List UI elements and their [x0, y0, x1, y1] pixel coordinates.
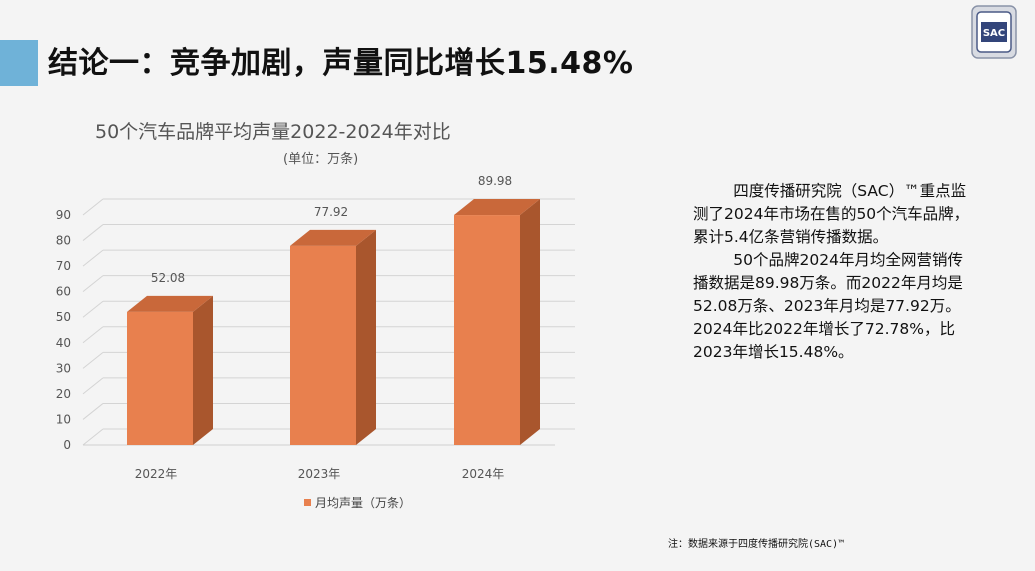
data-label: 52.08: [151, 271, 185, 285]
y-tick-label: 0: [63, 438, 71, 452]
gridline-side: [82, 275, 104, 293]
bar-side-face: [356, 229, 376, 445]
summary-text: 四度传播研究院（SAC）™重点监测了2024年市场在售的50个汽车品牌，累计5.…: [693, 180, 973, 364]
y-tick-label: 60: [56, 285, 71, 299]
chart-subtitle: (单位：万条): [283, 152, 359, 167]
bar: [454, 215, 520, 445]
gridline-side: [82, 403, 104, 420]
y-tick-label: 20: [56, 387, 71, 401]
summary-paragraph-1: 四度传播研究院（SAC）™重点监测了2024年市场在售的50个汽车品牌，累计5.…: [693, 182, 970, 246]
gridline-side: [82, 224, 104, 241]
legend-swatch: [304, 499, 311, 506]
gridline-side: [82, 326, 104, 344]
gridline-side: [82, 351, 104, 369]
bar-chart-canvas: 0 10 20 30 40 50 60 70 80 90 52.08 2022年 77.92 2023年 8…: [56, 174, 575, 481]
x-tick-label: 2022年: [135, 467, 178, 481]
y-tick-label: 40: [56, 336, 71, 350]
gridline-side: [82, 198, 104, 216]
bar-top-face: [127, 295, 213, 312]
data-label: 77.92: [314, 205, 348, 219]
gridline-side: [82, 300, 104, 318]
bar-chart: 0 10 20 30 40 50 60 70 80 90 52.08 2022年 77.92 2023年 8…: [55, 105, 635, 535]
y-tick-label: 30: [56, 361, 71, 375]
data-label: 89.98: [478, 174, 512, 188]
x-tick-label: 2023年: [298, 467, 341, 481]
bar-side-face: [193, 295, 213, 445]
y-tick-label: 50: [56, 310, 71, 324]
source-footnote: 注：数据来源于四度传播研究院(SAC)™: [668, 539, 845, 550]
gridline-side: [82, 249, 104, 267]
bar-top-face: [454, 199, 540, 216]
bar-top-face: [290, 229, 376, 246]
chart-title: 50个汽车品牌平均声量2022-2024年对比: [95, 121, 451, 143]
bar-side-face: [520, 199, 540, 445]
summary-paragraph-2: 50个品牌2024年月均全网营销传播数据是89.98万条。而2022年月均是52…: [693, 251, 963, 361]
bar: [290, 245, 356, 445]
chart-legend: 月均声量（万条）: [304, 494, 411, 511]
svg-text:SAC: SAC: [983, 28, 1005, 39]
y-tick-label: 90: [56, 208, 71, 222]
gridline-side: [82, 377, 104, 395]
y-tick-label: 80: [56, 234, 71, 248]
page-title: 结论一：竞争加剧，声量同比增长15.48%: [48, 46, 634, 81]
x-tick-label: 2024年: [462, 467, 505, 481]
gridline-side: [82, 428, 104, 446]
sac-seal-icon: SAC: [971, 5, 1017, 59]
bar: [127, 311, 193, 445]
legend-label: 月均声量（万条）: [315, 496, 412, 510]
y-tick-label: 10: [56, 412, 71, 426]
y-tick-label: 70: [56, 259, 71, 273]
title-accent-bar: [0, 40, 38, 86]
